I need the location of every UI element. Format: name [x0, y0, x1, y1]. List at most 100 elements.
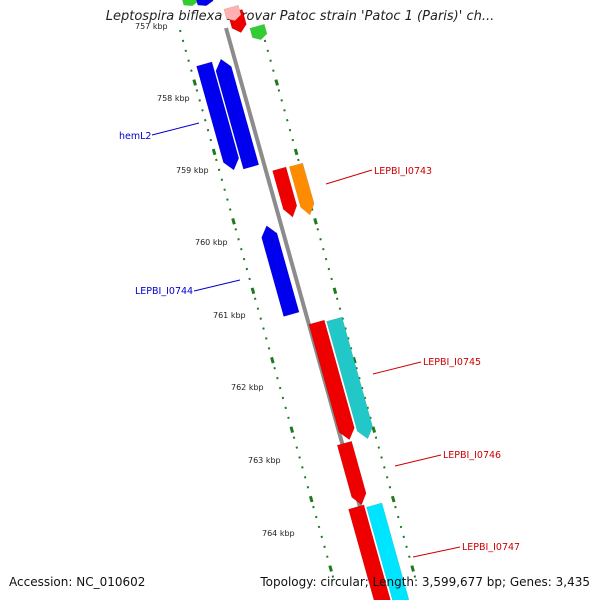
scale-tick [314, 515, 318, 519]
scale-tick [253, 297, 257, 301]
scale-tick [187, 59, 190, 62]
scale-tick [206, 128, 210, 132]
gene-partial-green-left[interactable] [182, 0, 200, 7]
scale-tick [220, 178, 224, 181]
scale-tick [226, 198, 229, 201]
scale-tick [360, 386, 364, 390]
scale-tick [330, 277, 333, 281]
scale-tick [266, 49, 270, 53]
scale-tick [405, 545, 408, 548]
scale-tick [313, 218, 318, 225]
scale-tick [366, 406, 369, 410]
gene-red-i0745a[interactable] [308, 319, 355, 441]
tick-label-760: 760 kbp [195, 238, 228, 247]
scale-tick [355, 366, 358, 370]
scale-tick [303, 476, 307, 479]
scale-tick [223, 188, 226, 191]
scale-tick [338, 307, 342, 310]
gene-lepbi-i0745[interactable] [326, 316, 373, 440]
gene-red-i0747a[interactable] [348, 504, 391, 600]
scale-tick [328, 565, 333, 572]
scale-tick [184, 49, 188, 53]
scale-tick [267, 347, 271, 350]
scale-tick [211, 148, 217, 156]
scale-tick [349, 347, 353, 350]
scale-tick [298, 456, 301, 459]
gene-red-i0743a[interactable] [272, 166, 298, 218]
scale-tick [293, 148, 299, 156]
gene-pink-top[interactable] [223, 4, 242, 21]
gene-label-lepbi-i0746[interactable]: LEPBI_I0746 [443, 450, 501, 461]
scale-tick [363, 396, 367, 400]
scale-tick [413, 575, 417, 578]
scale-tick [402, 535, 406, 539]
scale-tick [262, 327, 265, 330]
gene-lepbi-i0744[interactable] [261, 225, 300, 317]
scale-tick [408, 555, 411, 558]
gene-label-lepbi-i0744[interactable]: LEPBI_I0744 [135, 286, 193, 297]
scale-tick [250, 287, 256, 295]
tick-label-759: 759 kbp [176, 166, 209, 175]
gene-lepbi-i0746[interactable] [336, 440, 367, 506]
scale-tick [396, 515, 400, 519]
scale-tick [320, 535, 324, 539]
genome-summary-text: Topology: circular; Length: 3,599,677 bp… [260, 575, 590, 589]
scale-tick [291, 138, 295, 142]
gene-blue-b[interactable] [215, 58, 260, 170]
leader-lepbi-i0747 [412, 546, 461, 558]
leader-lepbi-i0746 [394, 454, 442, 467]
tick-label-764: 764 kbp [262, 529, 295, 538]
scale-tick [273, 366, 276, 370]
scale-tick [278, 386, 282, 390]
scale-tick [215, 158, 218, 162]
scale-tick [344, 327, 347, 330]
scale-tick [288, 128, 292, 132]
gene-lepbi-i0747[interactable] [366, 502, 410, 600]
leader-lepbi-i0744 [193, 279, 241, 292]
scale-tick [322, 247, 325, 251]
scale-tick [374, 436, 378, 439]
scale-tick [204, 119, 207, 122]
scale-tick [242, 257, 246, 261]
gene-label-lepbi-i0747[interactable]: LEPBI_I0747 [462, 542, 520, 553]
scale-tick [324, 257, 328, 261]
scale-tick [390, 495, 396, 503]
scale-tick [286, 119, 289, 122]
gene-label-heml2[interactable]: hemL2 [119, 131, 151, 142]
scale-tick [327, 267, 331, 271]
scale-tick [369, 416, 372, 420]
scale-tick [306, 486, 310, 489]
scale-tick [265, 337, 268, 340]
scale-tick [190, 69, 193, 72]
gene-lepbi-i0743[interactable] [288, 162, 315, 216]
scale-tick [297, 158, 300, 162]
gene-heml2[interactable] [196, 61, 240, 171]
scale-tick [317, 525, 321, 529]
scale-tick [272, 69, 275, 72]
scale-tick [274, 79, 279, 86]
scale-tick [237, 238, 240, 241]
gene-features [182, 0, 410, 600]
scale-tick [209, 138, 213, 142]
scale-tick [281, 396, 285, 400]
scale-tick [269, 59, 272, 62]
genome-backbone [224, 27, 388, 600]
gene-green-top[interactable] [249, 23, 268, 40]
scale-tick [263, 39, 267, 43]
scale-tick [319, 238, 322, 241]
scale-tick [248, 277, 251, 281]
scale-tick [195, 89, 199, 92]
gene-label-lepbi-i0743[interactable]: LEPBI_I0743 [374, 166, 432, 177]
scale-tick [394, 505, 397, 509]
scale-tick [276, 376, 279, 380]
gene-partial-blue-left[interactable] [196, 0, 214, 7]
scale-tick [234, 228, 237, 231]
scale-tick [181, 39, 185, 43]
scale-tick [217, 168, 221, 172]
scale-tick [385, 476, 389, 479]
leader-lepbi-i0745 [372, 361, 422, 375]
tick-label-758: 758 kbp [157, 94, 190, 103]
label-leaders [151, 122, 461, 558]
tick-label-757: 757 kbp [135, 22, 168, 31]
gene-label-lepbi-i0745[interactable]: LEPBI_I0745 [423, 357, 481, 368]
